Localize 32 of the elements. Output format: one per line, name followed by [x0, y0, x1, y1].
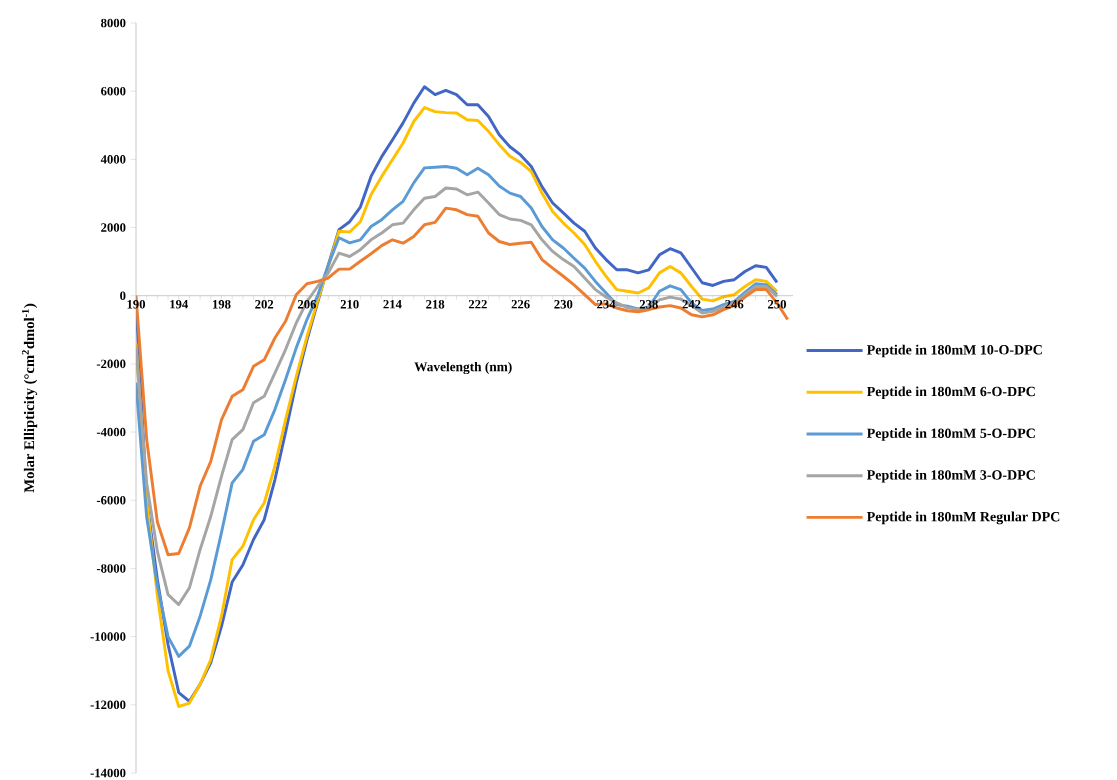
x-tick-label: 230 — [554, 299, 573, 309]
y-axis-title: Molar Ellipticity (°cm$^{2}$dmol$^{-1}$) — [21, 303, 38, 493]
x-tick-label: 198 — [212, 299, 231, 309]
legend-label: Peptide in 180mM 10-O-DPC — [866, 344, 1042, 358]
y-tick-label: 2000 — [101, 223, 126, 232]
y-tick-label: 6000 — [101, 86, 126, 96]
y-tick-label: -10000 — [90, 632, 126, 641]
x-tick-label: 210 — [340, 299, 359, 309]
legend-label: Peptide in 180mM 3-O-DPC — [866, 469, 1035, 483]
x-axis-title: Wavelength (nm) — [414, 361, 512, 375]
x-tick-label: 214 — [383, 299, 402, 309]
y-tick-label: -4000 — [96, 427, 126, 437]
x-tick-label: 218 — [426, 299, 445, 309]
x-tick-label: 202 — [255, 299, 274, 309]
y-tick-label: -12000 — [90, 700, 126, 710]
legend-label: Peptide in 180mM 6-O-DPC — [866, 386, 1035, 400]
y-tick-label: 8000 — [101, 18, 126, 28]
x-tick-label: 238 — [639, 299, 658, 309]
legend-label: Peptide in 180mM 5-O-DPC — [866, 428, 1035, 441]
y-tick-label: -2000 — [96, 359, 126, 369]
x-tick-label: 194 — [170, 299, 189, 309]
y-tick-label: 4000 — [100, 155, 126, 164]
x-tick-label: 242 — [682, 299, 701, 309]
y-tick-label: -8000 — [96, 564, 126, 573]
x-tick-label: 246 — [725, 299, 744, 309]
y-tick-label: -14000 — [90, 768, 126, 778]
x-tick-label: 234 — [597, 299, 616, 309]
x-tick-label: 222 — [468, 299, 487, 309]
x-tick-label: 226 — [511, 299, 530, 309]
legend-label: Peptide in 180mM Regular DPC — [866, 511, 1060, 525]
y-tick-label: 0 — [120, 291, 126, 300]
y-tick-label: -6000 — [96, 495, 126, 505]
